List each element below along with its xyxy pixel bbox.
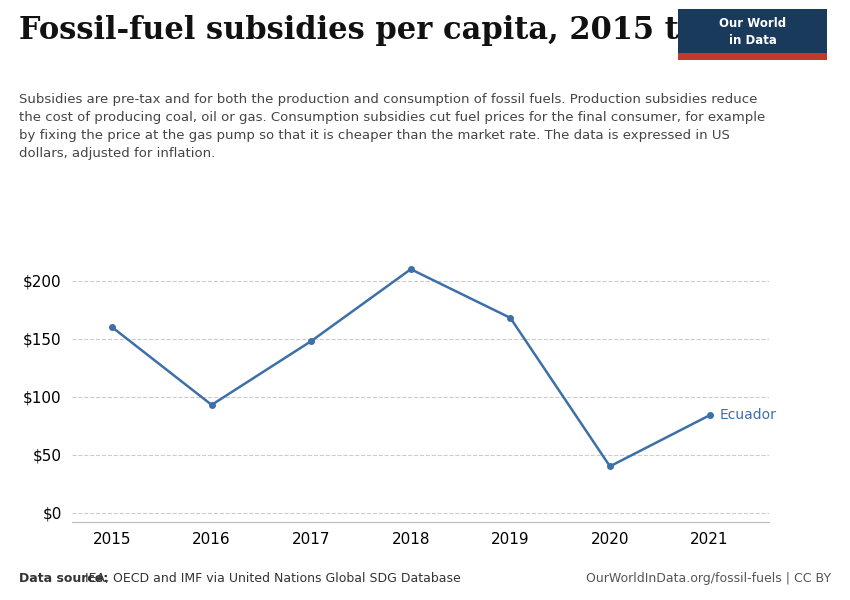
Text: Ecuador: Ecuador (719, 409, 776, 422)
Text: Our World: Our World (719, 17, 786, 30)
Text: IEA, OECD and IMF via United Nations Global SDG Database: IEA, OECD and IMF via United Nations Glo… (81, 572, 461, 585)
Text: OurWorldInData.org/fossil-fuels | CC BY: OurWorldInData.org/fossil-fuels | CC BY (586, 572, 831, 585)
Text: Subsidies are pre-tax and for both the production and consumption of fossil fuel: Subsidies are pre-tax and for both the p… (19, 93, 765, 160)
Text: Fossil-fuel subsidies per capita, 2015 to 2021: Fossil-fuel subsidies per capita, 2015 t… (19, 15, 794, 46)
Text: in Data: in Data (728, 34, 777, 47)
Text: Data source:: Data source: (19, 572, 108, 585)
